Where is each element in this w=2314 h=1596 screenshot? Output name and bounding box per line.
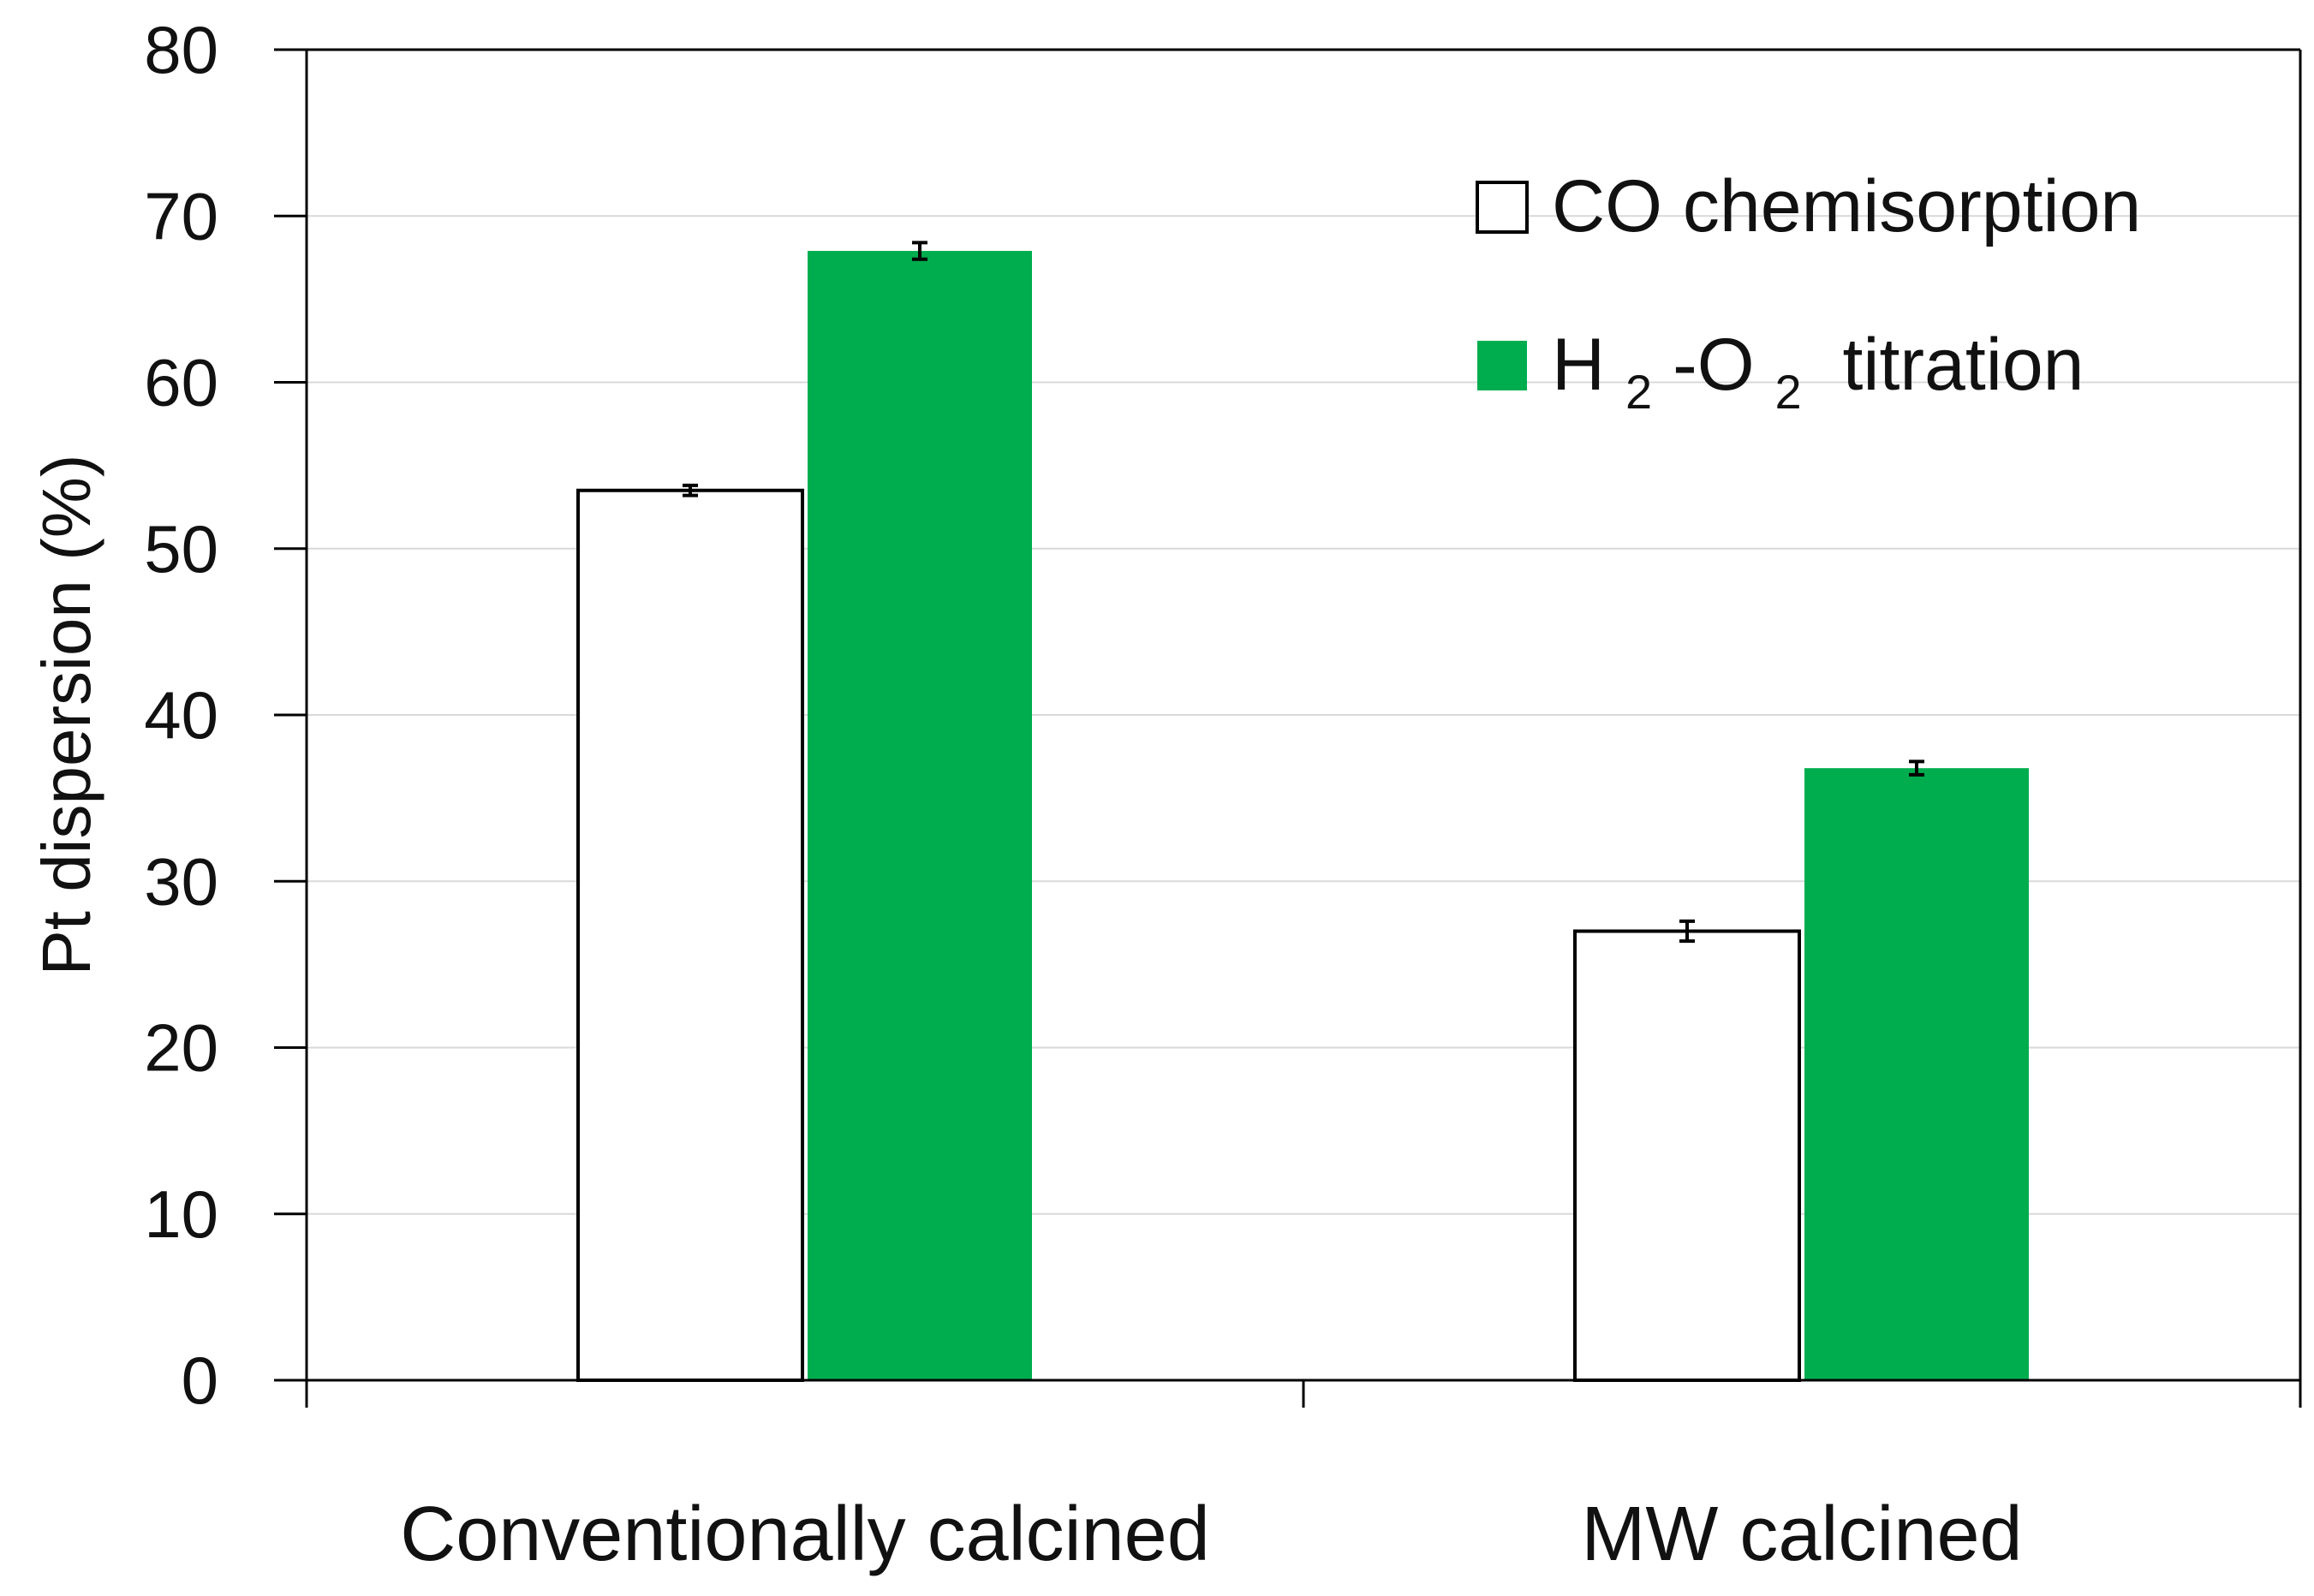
bars <box>576 241 2029 1383</box>
legend-h2o2-part-h: H <box>1552 324 1605 406</box>
legend-h2o2-part-o: -O <box>1673 324 1755 406</box>
y-tick-label-20: 20 <box>144 1010 218 1086</box>
legend-h2o2-sub-1: 2 <box>1625 365 1652 419</box>
legend-swatch-co <box>1476 181 1529 234</box>
y-tick-label-30: 30 <box>144 843 218 919</box>
legend-h2o2-part-titration: titration <box>1822 324 2084 406</box>
y-tick-label-0: 0 <box>182 1343 218 1418</box>
y-tick-label-80: 80 <box>144 12 218 87</box>
x-category-labels: Conventionally calcined MW calcined <box>400 1492 2022 1577</box>
bar-1-0 <box>1573 929 1801 1382</box>
bar-0-0 <box>576 488 804 1383</box>
y-axis-title: Pt dispersion (%) <box>28 454 104 975</box>
category-label-0: Conventionally calcined <box>400 1492 1210 1577</box>
y-tick-labels: 0 10 20 30 40 50 60 70 80 <box>144 12 218 1418</box>
y-tick-label-50: 50 <box>144 511 218 587</box>
bar-1-1 <box>1804 768 2029 1380</box>
legend-label-co: CO chemisorption <box>1552 165 2141 247</box>
y-tick-label-70: 70 <box>144 178 218 253</box>
legend-h2o2-sub-2: 2 <box>1775 365 1802 419</box>
category-label-1: MW calcined <box>1581 1492 2022 1577</box>
y-tick-label-60: 60 <box>144 345 218 420</box>
axes <box>274 48 2302 1408</box>
legend-swatch-h2o2 <box>1477 341 1527 390</box>
bar-0-1 <box>808 251 1032 1381</box>
legend: CO chemisorption H 2 -O 2 titration <box>1476 165 2141 425</box>
y-tick-label-40: 40 <box>144 677 218 753</box>
y-tick-label-10: 10 <box>144 1176 218 1252</box>
legend-label-h2o2: H 2 -O 2 titration <box>1552 324 2084 425</box>
